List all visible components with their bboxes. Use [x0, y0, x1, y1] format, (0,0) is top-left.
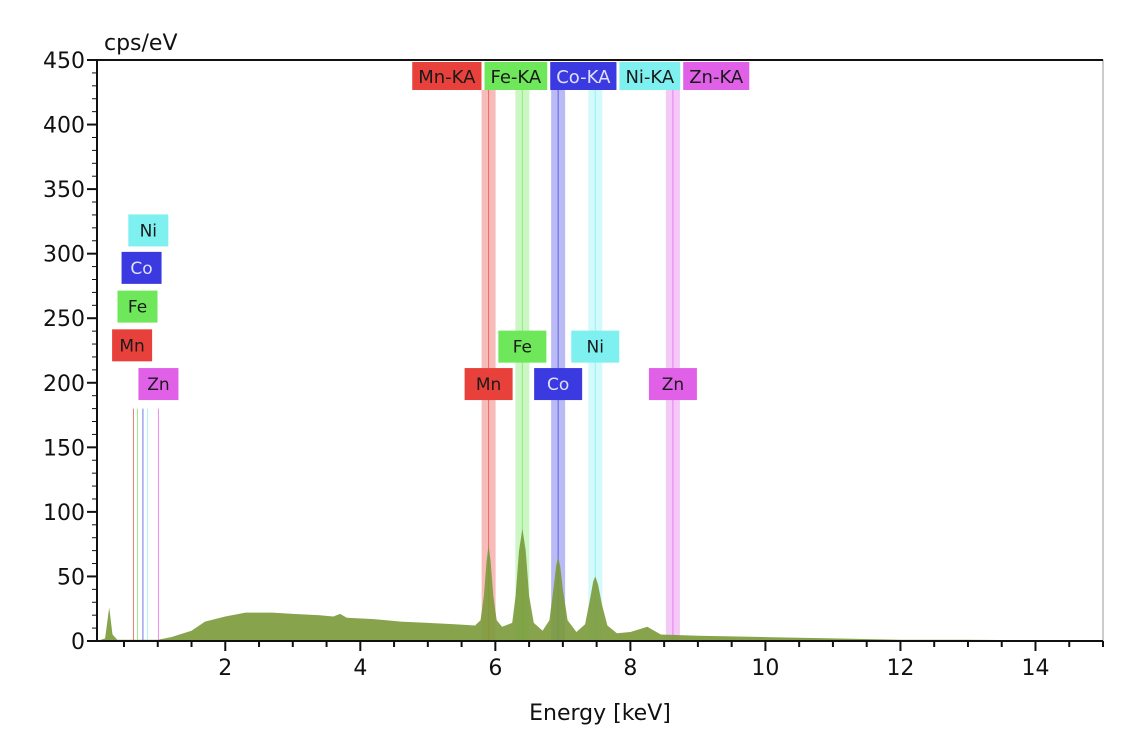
y-tick-label: 450	[43, 49, 85, 74]
spectrum-area	[97, 528, 1103, 641]
y-tick-label: 150	[43, 436, 85, 461]
element-bands	[481, 90, 680, 641]
y-tick-label: 300	[43, 243, 85, 268]
l-label-zn: Zn	[147, 375, 169, 395]
ka-label-box	[550, 62, 617, 90]
x-tick-label: 10	[751, 656, 779, 681]
x-tick-label: 14	[1021, 656, 1049, 681]
y-tick-label: 0	[71, 630, 85, 655]
l-line-markers	[132, 408, 159, 641]
ka-label-box	[484, 62, 548, 90]
ka-label-mn: Mn-KA	[412, 62, 482, 90]
k-label-box-ni	[571, 330, 620, 363]
element-labels: Mn Mn Fe Fe Co Co Ni Ni Zn Zn Mn-KA Fe-KA Co-KA Ni-KA…	[112, 62, 750, 401]
k-label-box-mn	[464, 368, 513, 401]
k-label-box-co	[534, 368, 583, 401]
k-label-fe: Fe	[513, 338, 532, 358]
x-tick-label: 12	[886, 656, 914, 681]
k-label-box-fe	[498, 330, 547, 363]
x-axis-label: Energy [keV]	[529, 701, 671, 726]
l-label-box-co	[121, 251, 162, 284]
y-tick-label: 400	[43, 114, 85, 139]
l-label-box-zn	[138, 368, 179, 401]
ka-label-text: Fe-KA	[490, 67, 541, 88]
l-label-fe: Fe	[128, 298, 147, 318]
ka-label-fe: Fe-KA	[484, 62, 548, 90]
x-tick-label: 8	[623, 656, 637, 681]
ka-label-box	[683, 62, 750, 90]
y-tick-label: 250	[43, 307, 85, 332]
l-label-co: Co	[130, 259, 152, 279]
x-tick-label: 4	[353, 656, 367, 681]
ka-label-ni: Ni-KA	[619, 62, 681, 90]
ka-label-text: Co-KA	[556, 67, 611, 88]
ka-label-zn: Zn-KA	[683, 62, 750, 90]
y-tick-label: 200	[43, 372, 85, 397]
l-label-mn: Mn	[119, 336, 144, 356]
ka-label-text: Mn-KA	[418, 67, 476, 88]
y-tick-label: 100	[43, 501, 85, 526]
axis-ticks: 2 4 6 8 10 12 14 0 50 100 150 200 250 300 350 400 450	[43, 49, 1104, 681]
ka-label-box	[412, 62, 482, 90]
l-label-box-fe	[117, 290, 158, 323]
k-label-box-zn	[648, 368, 697, 401]
ka-label-box	[619, 62, 681, 90]
y-axis-label: cps/eV	[104, 31, 178, 56]
k-label-ni: Ni	[587, 338, 604, 358]
ka-label-text: Ni-KA	[625, 67, 674, 88]
y-tick-label: 50	[57, 565, 85, 590]
x-tick-label: 6	[488, 656, 502, 681]
x-tick-label: 2	[218, 656, 232, 681]
k-label-zn: Zn	[662, 375, 684, 395]
ka-label-co: Co-KA	[550, 62, 617, 90]
l-label-ni: Ni	[140, 221, 157, 241]
l-label-box-ni	[128, 214, 169, 247]
k-label-co: Co	[547, 375, 569, 395]
ka-label-text: Zn-KA	[689, 67, 744, 88]
y-tick-label: 350	[43, 178, 85, 203]
l-label-box-mn	[112, 329, 153, 362]
k-label-mn: Mn	[476, 375, 501, 395]
